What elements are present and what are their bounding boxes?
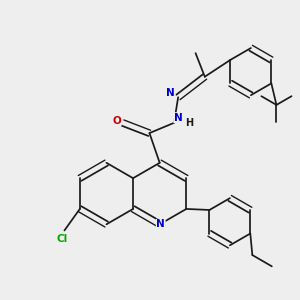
Text: N: N [166, 88, 175, 98]
Text: O: O [112, 116, 121, 126]
Text: N: N [156, 219, 165, 229]
Text: Cl: Cl [56, 234, 68, 244]
Text: H: H [185, 118, 194, 128]
Text: N: N [174, 113, 182, 123]
